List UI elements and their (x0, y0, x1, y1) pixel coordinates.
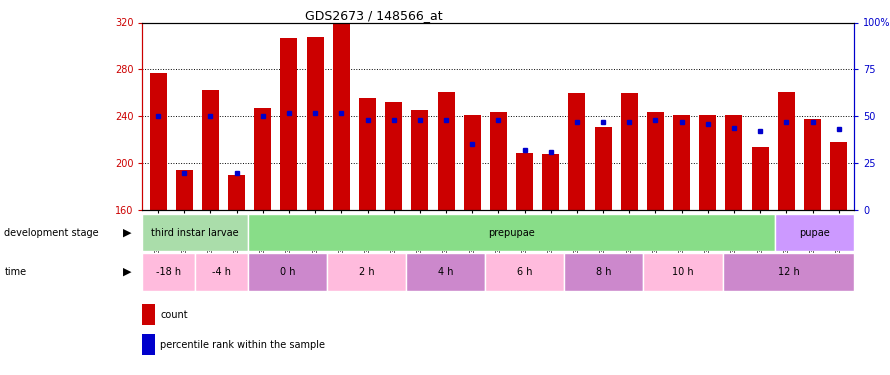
Text: 6 h: 6 h (517, 267, 532, 277)
Bar (464, 115, 481, 210)
Bar (195, 253, 248, 291)
Bar (142, 304, 155, 325)
Bar (569, 93, 586, 210)
Bar (202, 90, 219, 210)
Bar (150, 73, 166, 210)
Bar (621, 93, 638, 210)
Bar (255, 108, 271, 210)
Bar (775, 214, 854, 251)
Bar (327, 253, 406, 291)
Text: ▶: ▶ (123, 228, 132, 237)
Bar (516, 153, 533, 210)
Text: percentile rank within the sample: percentile rank within the sample (160, 340, 325, 350)
Bar (176, 170, 193, 210)
Text: 12 h: 12 h (778, 267, 799, 277)
Bar (406, 253, 485, 291)
Bar (700, 115, 716, 210)
Bar (359, 98, 376, 210)
Text: pupae: pupae (799, 228, 830, 237)
Text: -4 h: -4 h (212, 267, 231, 277)
Bar (280, 38, 297, 210)
Bar (307, 37, 324, 210)
Text: 8 h: 8 h (596, 267, 611, 277)
Bar (142, 334, 155, 355)
Bar (411, 110, 428, 210)
Bar (564, 253, 643, 291)
Bar (142, 253, 195, 291)
Text: 2 h: 2 h (359, 267, 375, 277)
Bar (485, 253, 564, 291)
Text: -18 h: -18 h (157, 267, 182, 277)
Bar (673, 115, 690, 210)
Bar (643, 253, 723, 291)
Text: development stage: development stage (4, 228, 99, 237)
Text: 10 h: 10 h (672, 267, 694, 277)
Bar (333, 22, 350, 210)
Text: count: count (160, 310, 188, 320)
Text: prepupae: prepupae (489, 228, 535, 237)
Bar (830, 142, 847, 210)
Bar (595, 127, 611, 210)
Bar (542, 154, 559, 210)
Bar (725, 115, 742, 210)
Text: time: time (4, 267, 27, 277)
Bar (248, 214, 775, 251)
Bar (804, 118, 821, 210)
Text: third instar larvae: third instar larvae (151, 228, 239, 237)
Text: 4 h: 4 h (438, 267, 453, 277)
Bar (490, 112, 507, 210)
Bar (752, 147, 769, 210)
Bar (228, 175, 245, 210)
Bar (385, 102, 402, 210)
Bar (778, 92, 795, 210)
Bar (723, 253, 854, 291)
Text: ▶: ▶ (123, 267, 132, 277)
Bar (142, 214, 248, 251)
Text: GDS2673 / 148566_at: GDS2673 / 148566_at (305, 9, 442, 22)
Bar (438, 92, 455, 210)
Bar (647, 112, 664, 210)
Bar (248, 253, 327, 291)
Text: 0 h: 0 h (279, 267, 295, 277)
